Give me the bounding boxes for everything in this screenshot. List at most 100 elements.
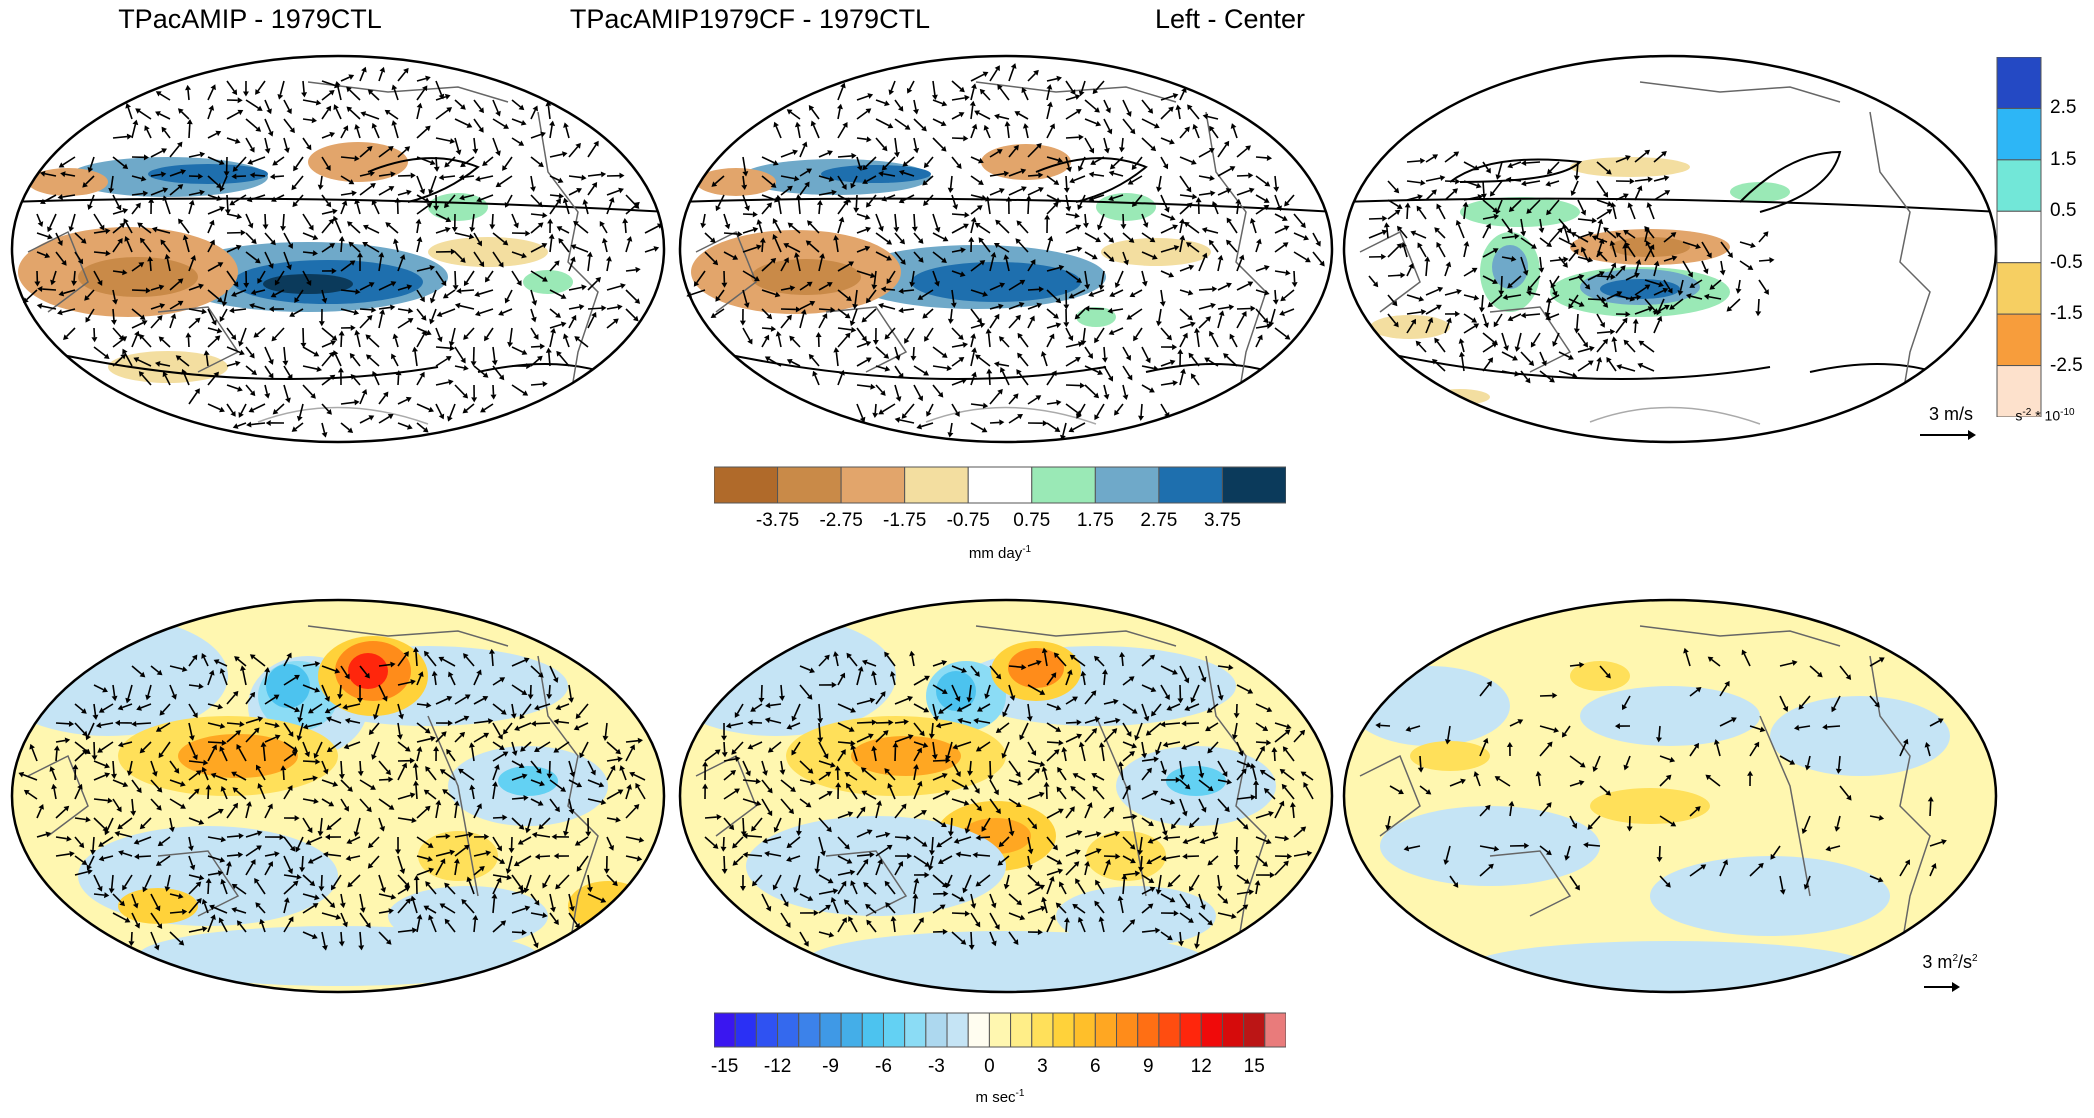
wind-vector-arrow-head [1186,186,1192,193]
wind-vector-arrow-head [236,920,243,927]
wind-vector-arrow [1228,221,1238,234]
wind-vector-arrow [112,210,124,215]
wind-vector-arrow [359,912,369,925]
wind-vector-arrow-head [120,353,126,360]
wind-vector-arrow [696,270,706,284]
wind-vector-arrow-head [1009,695,1016,701]
wind-vector-arrow-head [1034,880,1041,887]
wind-vector-arrow [207,918,214,933]
wind-vector-arrow-head [979,260,986,266]
wind-vector-arrow [169,281,181,291]
wind-vector-arrow-head [415,218,422,225]
wind-vector-arrow-head [1603,227,1609,233]
wind-vector-arrow-head [842,122,848,128]
wind-vector-arrow [1497,199,1503,211]
wind-vector-arrow [1406,322,1415,334]
wind-vector-arrow [1549,313,1560,319]
wind-vector-arrow-head [747,743,754,750]
wind-vector-arrow [761,242,764,253]
wind-vector-arrow [203,771,209,781]
wind-vector-arrow-head [219,406,225,413]
wind-vector-arrow [103,855,114,860]
wind-vector-arrow [577,338,589,348]
wind-vector-arrow [1084,213,1087,224]
wind-vector-arrow [856,403,864,419]
wind-vector-arrow-head [178,893,184,900]
wind-vector-arrow-head [997,860,1004,866]
wind-vector-arrow-head [171,693,177,700]
wind-vector-arrow [1803,815,1811,830]
wind-vector-arrow-head [927,865,934,871]
wind-vector-arrow-head [970,333,977,339]
wind-vector-arrow-head [1396,225,1403,232]
wind-vector-arrow [131,192,144,196]
wind-vector-arrow [295,422,304,430]
wind-vector-arrow-head [406,284,413,290]
wind-vector-arrow-head [462,407,469,414]
wind-vector-arrow-head [847,811,854,817]
cbar-precip-swatch [1221,466,1286,504]
wind-vector-arrow-head [534,746,540,752]
wind-vector-arrow-head [941,659,948,666]
wind-vector-arrow [951,779,965,788]
wind-vector-arrow [578,855,589,869]
wind-vector-arrow [207,175,219,186]
wind-vector-arrow [951,213,965,216]
wind-vector-arrow-head [849,320,856,327]
wind-vector-arrow-head [1385,825,1392,831]
wind-vector-arrow [856,721,872,724]
wind-vector-arrow [302,118,313,122]
wind-vector-arrow [894,99,902,109]
wind-vector-arrow-head [586,886,593,893]
wind-vector-arrow [479,308,494,315]
wind-vector-arrow [774,222,782,234]
wind-vector-arrow [150,665,160,673]
wind-vector-arrow [126,240,133,253]
wind-vector-arrow-head [1207,859,1214,866]
wind-vector-arrow [1558,370,1573,377]
wind-vector-arrow [62,156,76,166]
wind-vector-arrow-head [249,352,255,359]
wind-vector-arrow-head [124,917,131,923]
wind-vector-arrow-head [1266,706,1273,713]
wind-vector-arrow-head [1147,838,1154,844]
wind-vector-arrow-head [1025,195,1032,201]
wind-vector-arrow [1027,188,1040,196]
wind-vector-arrow [1179,336,1186,348]
wind-vector-arrow [1065,226,1078,234]
wind-vector-arrow [298,722,304,737]
wind-vector-arrow [463,194,475,199]
wind-vector-arrow-head [1217,254,1224,261]
wind-vector-arrow-head [958,896,965,902]
wind-vector-arrow-head [238,832,244,839]
wind-vector-arrow-head [1224,806,1230,813]
wind-vector-arrow-head [1446,317,1452,324]
wind-vector-arrow [416,675,422,686]
wind-vector-arrow-head [1142,222,1149,228]
wind-vector-arrow-head [255,126,262,132]
wind-vector-arrow-head [159,709,166,716]
wind-vector-arrow-head [190,255,197,261]
wind-vector-arrow-head [1216,885,1223,892]
wind-vector-arrow-head [1242,904,1249,910]
wind-vector-arrow-head [242,91,249,97]
wind-vector-arrow [264,99,270,110]
wind-vector-arrow [792,338,801,348]
colorbar-divergence-swatch [1996,107,2042,161]
wind-vector-arrow [1304,773,1314,781]
wind-vector-arrow [1217,168,1232,177]
wind-vector-arrow [321,684,328,698]
wind-vector-arrow-head [1597,250,1603,257]
wind-vector-arrow [560,241,570,253]
wind-vector-arrow [1708,777,1721,787]
wind-vector-arrow-head [463,334,469,340]
wind-vector-arrow-head [1528,360,1535,366]
wind-vector-arrow-head [917,238,924,244]
wind-vector-arrow-head [590,769,596,776]
wind-vector-arrow-head [1571,372,1578,379]
wind-vector-arrow [837,703,852,711]
wind-vector-arrow-head [864,245,871,252]
wind-vector-arrow [1084,731,1095,743]
wind-vector-arrow-head [1636,185,1643,192]
wind-vector-arrow [1577,218,1593,222]
